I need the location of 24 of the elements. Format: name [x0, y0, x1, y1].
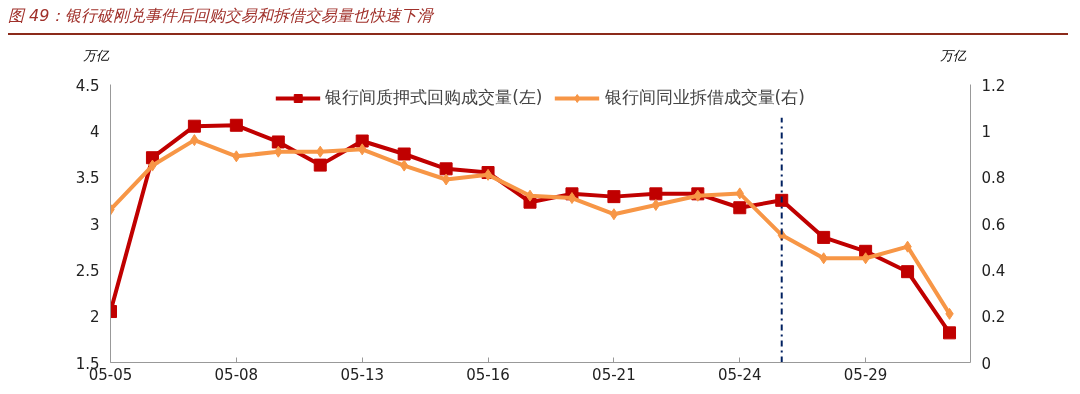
y-tick-label: 2.5	[75, 261, 100, 280]
y2-tick-label: 1.2	[981, 76, 1006, 95]
x-tick-label: 05-24	[717, 365, 762, 384]
x-tick-label: 05-16	[466, 365, 510, 384]
y2-tick-label: 0.8	[981, 169, 1006, 188]
y-tick-label: 3	[89, 215, 100, 234]
y2-tick-label: 1	[981, 122, 992, 141]
y-tick-label: 4	[89, 122, 100, 141]
x-tick-label: 05-08	[214, 365, 259, 384]
y-tick-label: 4.5	[75, 76, 100, 95]
y2-axis-title: 万亿	[940, 47, 966, 65]
y-axis-title: 万亿	[83, 47, 109, 65]
title: 图 49：银行破刚兑事件后回购交易和拆借交易量也快速下滑	[8, 6, 434, 25]
y2-tick-label: 0.4	[981, 261, 1006, 280]
x-tick-label: 05-13	[340, 365, 385, 384]
y2-tick-label: 0.2	[981, 308, 1006, 327]
legend-label: 银行间质押式回购成交量(左)	[325, 86, 543, 109]
legend-label: 银行间同业拆借成交量(右)	[604, 86, 805, 109]
y2-tick-label: 0	[981, 354, 992, 373]
x-tick-label: 05-21	[592, 365, 636, 384]
y-tick-label: 3.5	[75, 169, 100, 188]
y-tick-label: 2	[89, 308, 100, 327]
x-tick-label: 05-29	[843, 365, 888, 384]
y2-tick-label: 0.6	[981, 215, 1006, 234]
